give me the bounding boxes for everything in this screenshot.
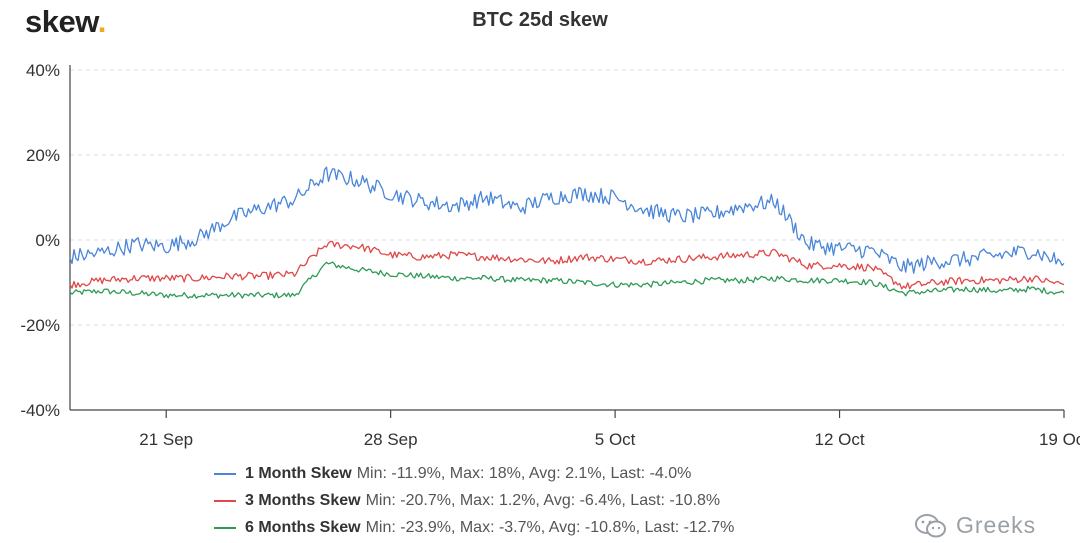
logo-text: skew xyxy=(25,4,98,39)
series-line-6-months-skew xyxy=(69,261,1065,299)
legend-item-1-month[interactable]: 1 Month Skew Min: -11.9%, Max: 18%, Avg:… xyxy=(214,460,734,487)
legend-swatch-1-month xyxy=(214,472,236,475)
legend-item-3-months[interactable]: 3 Months Skew Min: -20.7%, Max: 1.2%, Av… xyxy=(214,487,734,514)
x-tick-label: 19 Oct xyxy=(1039,430,1080,449)
series-line-1-month-skew xyxy=(69,166,1065,274)
y-tick-labels: 40% 20% 0% -20% -40% xyxy=(20,61,60,420)
y-tick-label: 0% xyxy=(35,231,60,250)
y-tick-label: 40% xyxy=(26,61,60,80)
y-tick-label: 20% xyxy=(26,146,60,165)
legend-swatch-6-months xyxy=(214,526,236,529)
x-tick-labels: 21 Sep 28 Sep 5 Oct 12 Oct 19 Oct xyxy=(139,430,1080,449)
watermark-text: Greeks xyxy=(956,512,1037,538)
wechat-icon xyxy=(915,513,946,537)
series-line-3-months-skew xyxy=(69,240,1065,290)
legend-series-name: 3 Months Skew xyxy=(245,491,361,509)
axes xyxy=(69,65,1065,418)
x-tick-label: 28 Sep xyxy=(364,430,418,449)
legend-series-stats: Min: -11.9%, Max: 18%, Avg: 2.1%, Last: … xyxy=(356,464,692,482)
logo-dot: . xyxy=(97,4,107,39)
x-tick-label: 21 Sep xyxy=(139,430,193,449)
grid-lines xyxy=(70,69,1064,326)
legend-series-stats: Min: -20.7%, Max: 1.2%, Avg: -6.4%, Last… xyxy=(365,491,721,509)
watermark: Greeks xyxy=(914,512,1036,539)
legend-swatch-3-months xyxy=(214,499,236,502)
skew-logo: skew. xyxy=(25,4,106,40)
legend-item-6-months[interactable]: 6 Months Skew Min: -23.9%, Max: -3.7%, A… xyxy=(214,514,734,541)
legend-series-name: 1 Month Skew xyxy=(245,464,352,482)
x-tick-label: 5 Oct xyxy=(595,430,636,449)
y-tick-label: -20% xyxy=(20,316,60,335)
chart-title: BTC 25d skew xyxy=(472,9,608,31)
legend-series-name: 6 Months Skew xyxy=(245,518,361,536)
chart-plot: 40% 20% 0% -20% -40% 21 Sep 28 Sep 5 Oct 12 Oct… xyxy=(20,61,1080,449)
x-tick-label: 12 Oct xyxy=(815,430,865,449)
y-tick-label: -40% xyxy=(20,401,60,420)
series-lines xyxy=(69,166,1065,299)
legend-series-stats: Min: -23.9%, Max: -3.7%, Avg: -10.8%, La… xyxy=(365,518,735,536)
legend: 1 Month Skew Min: -11.9%, Max: 18%, Avg:… xyxy=(214,460,734,541)
